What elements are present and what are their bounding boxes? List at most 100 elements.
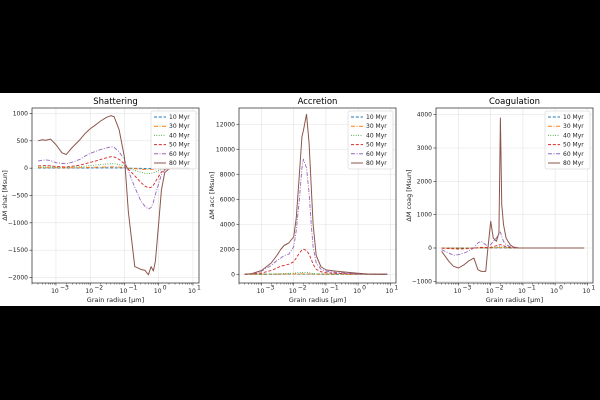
x-tick-exponent: −3 xyxy=(60,285,69,292)
x-tick-label: 10 xyxy=(454,288,462,295)
legend-label: 60 Myr xyxy=(366,151,387,158)
legend-label: 80 Myr xyxy=(169,160,190,167)
y-tick-label: 4000 xyxy=(417,112,432,119)
y-axis-label: ΔM acc [Msun] xyxy=(208,172,216,220)
legend-label: 40 Myr xyxy=(563,132,584,139)
series-group xyxy=(244,113,388,275)
legend-label: 80 Myr xyxy=(563,160,584,167)
legend-label: 80 Myr xyxy=(366,160,387,167)
y-tick-label: 8000 xyxy=(220,171,235,178)
series-group xyxy=(441,117,585,272)
x-axis-label: Grain radius [µm] xyxy=(87,296,144,304)
series-line-50-myr xyxy=(244,248,388,275)
x-tick-exponent: −1 xyxy=(330,285,339,292)
x-axis-label: Grain radius [µm] xyxy=(486,296,543,304)
x-tick-label: 10 xyxy=(257,288,265,295)
y-tick-label: 3000 xyxy=(417,145,432,152)
y-tick-label: 500 xyxy=(17,138,29,145)
legend-label: 40 Myr xyxy=(366,132,387,139)
legend: 10 Myr 30 Myr 40 Myr 50 Myr 60 Myr 80 Myr xyxy=(150,110,197,170)
x-tick-label: 10 xyxy=(583,288,591,295)
legend-box xyxy=(347,110,394,170)
x-tick-exponent: 0 xyxy=(163,285,167,292)
x-tick-label: 10 xyxy=(85,288,93,295)
legend-label: 60 Myr xyxy=(169,151,190,158)
legend-label: 10 Myr xyxy=(563,114,584,121)
legend-label: 30 Myr xyxy=(169,123,190,130)
legend-label: 10 Myr xyxy=(366,114,387,121)
x-tick-label: 10 xyxy=(386,288,394,295)
x-tick-exponent: −3 xyxy=(463,285,472,292)
y-tick-label: 2000 xyxy=(220,246,235,253)
series-line-50-myr xyxy=(38,156,190,189)
legend-label: 60 Myr xyxy=(563,151,584,158)
x-tick-label: 10 xyxy=(154,288,162,295)
y-tick-label: 4000 xyxy=(220,221,235,228)
legend-label: 40 Myr xyxy=(169,132,190,139)
series-line-30-myr xyxy=(441,247,585,249)
series-line-80-myr xyxy=(37,115,190,276)
x-tick-exponent: 0 xyxy=(362,285,366,292)
x-tick-label: 10 xyxy=(188,288,196,295)
x-tick-label: 10 xyxy=(550,288,558,295)
chart-title: Shattering xyxy=(93,97,138,107)
x-tick-exponent: −3 xyxy=(266,285,275,292)
legend-label: 30 Myr xyxy=(366,123,387,130)
y-tick-label: 0 xyxy=(231,271,235,278)
legend-label: 50 Myr xyxy=(563,142,584,149)
series-line-40-myr xyxy=(38,163,190,175)
x-tick-exponent: −1 xyxy=(527,285,536,292)
series-line-80-myr xyxy=(441,117,585,272)
x-tick-exponent: −2 xyxy=(495,285,504,292)
legend-box xyxy=(150,110,197,170)
y-tick-label: −1000 xyxy=(412,278,432,285)
x-tick-label: 10 xyxy=(321,288,329,295)
y-axis-label: ΔM coag [Msun] xyxy=(405,169,413,221)
legend-label: 30 Myr xyxy=(563,123,584,130)
y-tick-label: 6000 xyxy=(220,196,235,203)
y-tick-label: 2000 xyxy=(417,178,432,185)
x-tick-label: 10 xyxy=(486,288,494,295)
y-tick-label: −500 xyxy=(12,193,29,200)
y-tick-label: 10000 xyxy=(216,146,235,153)
series-line-40-myr xyxy=(244,271,388,275)
axes-frame xyxy=(238,107,397,284)
x-tick-exponent: −1 xyxy=(128,285,137,292)
series-line-60-myr xyxy=(441,231,585,256)
legend-box xyxy=(544,110,591,170)
x-axis-label: Grain radius [µm] xyxy=(289,296,346,304)
figure: −2000 −1500 −1000 −500 0 500 1000 10 −3 10 −2 10 −1 1… xyxy=(0,93,600,306)
y-tick-label: 1000 xyxy=(13,110,28,117)
legend-label: 10 Myr xyxy=(169,114,190,121)
legend-label: 50 Myr xyxy=(169,142,190,149)
x-tick-exponent: −2 xyxy=(298,285,307,292)
y-tick-label: −2000 xyxy=(8,275,28,282)
y-tick-label: 0 xyxy=(24,165,28,172)
x-tick-exponent: 1 xyxy=(197,285,201,292)
series-line-80-myr xyxy=(244,113,388,275)
x-tick-label: 10 xyxy=(518,288,526,295)
x-tick-label: 10 xyxy=(353,288,361,295)
y-tick-label: −1500 xyxy=(8,247,28,254)
x-tick-exponent: 1 xyxy=(394,285,398,292)
x-tick-label: 10 xyxy=(120,288,128,295)
legend: 10 Myr 30 Myr 40 Myr 50 Myr 60 Myr 80 Myr xyxy=(347,110,394,170)
axes-frame xyxy=(435,107,594,284)
x-tick-label: 10 xyxy=(289,288,297,295)
y-axis-label: ΔM shat [Msun] xyxy=(1,170,9,221)
series-line-60-myr xyxy=(244,158,388,275)
chart-title: Accretion xyxy=(298,97,338,107)
x-tick-exponent: −2 xyxy=(94,285,103,292)
y-tick-label: 0 xyxy=(428,245,432,252)
x-tick-exponent: 1 xyxy=(591,285,595,292)
x-tick-exponent: 0 xyxy=(559,285,563,292)
chart-title: Coagulation xyxy=(489,97,540,107)
legend: 10 Myr 30 Myr 40 Myr 50 Myr 60 Myr 80 Myr xyxy=(544,110,591,170)
y-tick-label: −1000 xyxy=(8,220,28,227)
series-line-60-myr xyxy=(37,146,190,210)
y-tick-label: 12000 xyxy=(216,121,235,128)
